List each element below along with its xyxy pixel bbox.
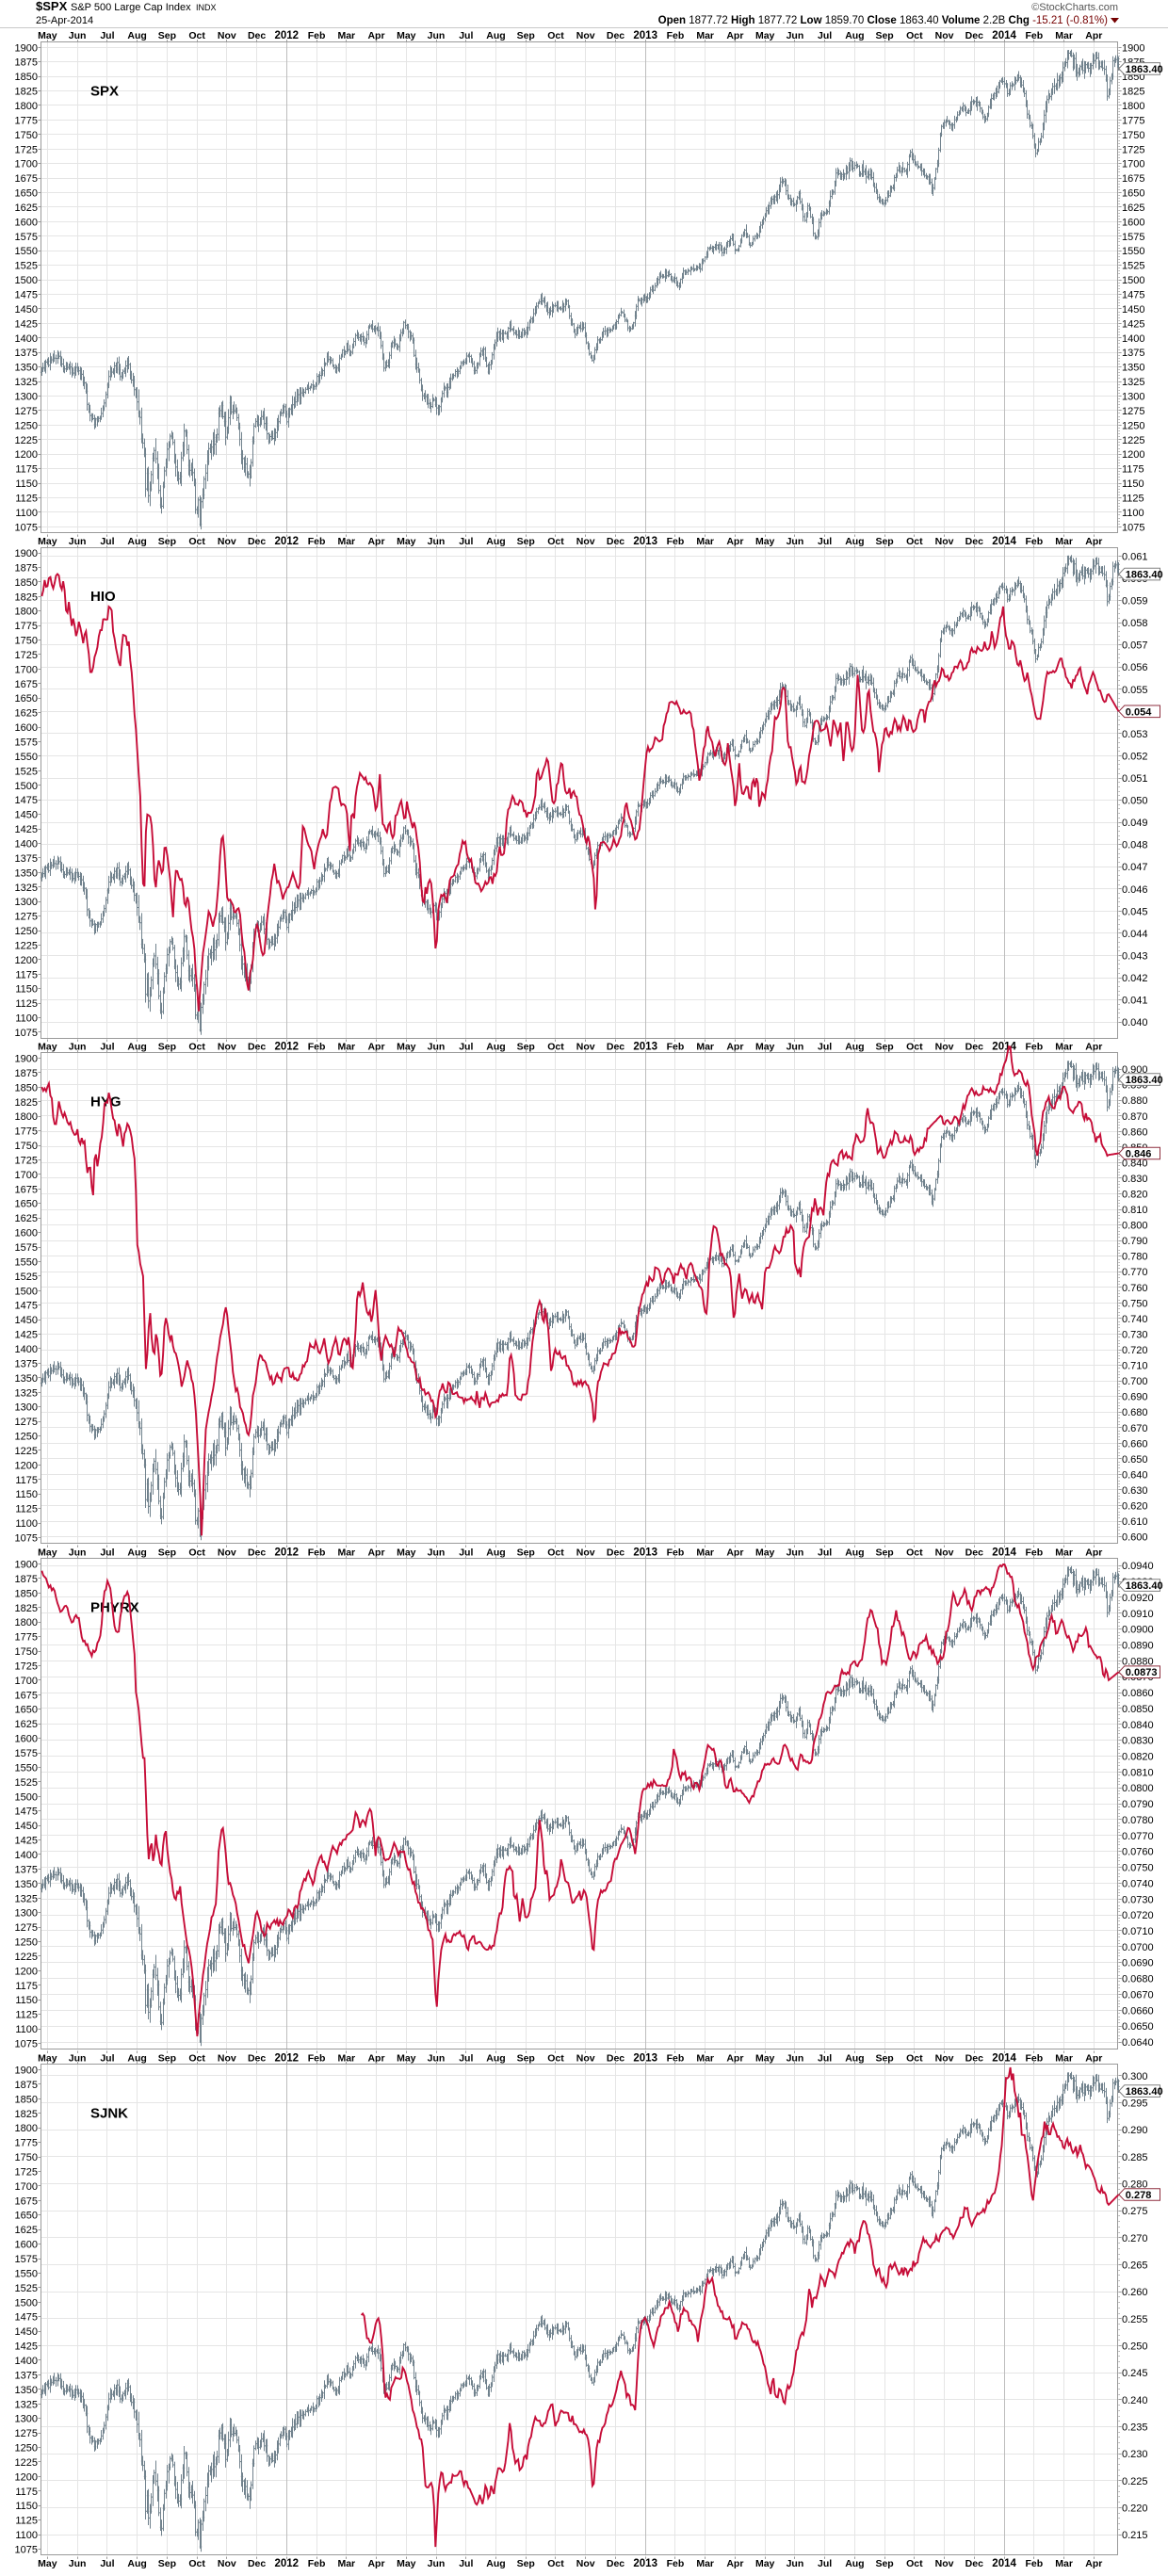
svg-text:0.846: 0.846 (1126, 1149, 1152, 1160)
svg-text:0.054: 0.054 (1126, 706, 1152, 718)
svg-text:INDX: INDX (196, 3, 217, 12)
svg-text:SPX: SPX (90, 83, 119, 99)
svg-text:0.278: 0.278 (1126, 2190, 1152, 2201)
svg-text:SJNK: SJNK (90, 2106, 128, 2122)
svg-text:1863.40: 1863.40 (1126, 1580, 1163, 1592)
svg-text:25-Apr-2014: 25-Apr-2014 (36, 15, 93, 26)
svg-text:1863.40: 1863.40 (1126, 64, 1163, 75)
svg-text:S&P 500 Large Cap Index: S&P 500 Large Cap Index (71, 2, 191, 13)
svg-text:1863.40: 1863.40 (1126, 570, 1163, 581)
svg-text:1863.40: 1863.40 (1126, 2086, 1163, 2098)
svg-text:$SPX: $SPX (36, 0, 68, 13)
svg-text:1863.40: 1863.40 (1126, 1075, 1163, 1086)
svg-text:©StockCharts.com: ©StockCharts.com (1031, 2, 1118, 13)
svg-text:Open 1877.72 High 1877.72 Lo: Open 1877.72 High 1877.72 Low 1859.70 Cl… (658, 15, 1108, 26)
svg-text:0.0873: 0.0873 (1126, 1667, 1158, 1678)
svg-text:PHYRX: PHYRX (90, 1600, 139, 1616)
svg-text:HIO: HIO (90, 589, 116, 605)
